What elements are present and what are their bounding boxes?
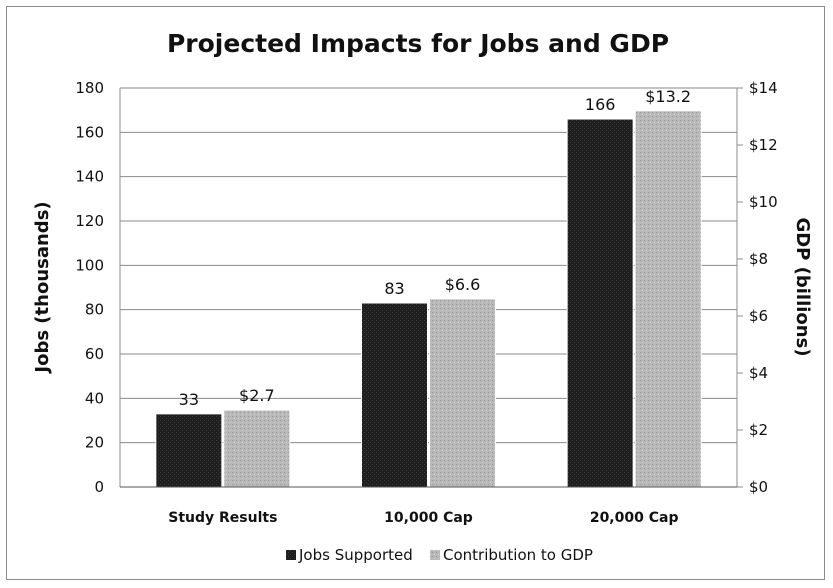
data-labels: 33 $2.7 83 $6.6 166 $13.2 bbox=[179, 87, 691, 409]
bar-jobs-supported bbox=[155, 413, 223, 488]
bars bbox=[155, 110, 702, 488]
y-tick-right: $8 bbox=[749, 250, 768, 268]
bar-jobs-supported bbox=[566, 118, 634, 488]
y-tick-right: $6 bbox=[749, 307, 768, 325]
legend-swatch-gdp bbox=[430, 550, 440, 560]
chart-title: Projected Impacts for Jobs and GDP bbox=[167, 29, 669, 58]
data-label: $13.2 bbox=[645, 87, 691, 106]
y-tick-right: $12 bbox=[749, 136, 778, 154]
y-tick-left: 80 bbox=[85, 301, 104, 319]
data-label: $2.7 bbox=[239, 386, 275, 405]
category-label: Study Results bbox=[168, 510, 277, 526]
y-tick-left: 180 bbox=[75, 79, 104, 97]
y-tick-right: $10 bbox=[749, 193, 778, 211]
legend: Jobs Supported Contribution to GDP bbox=[286, 546, 593, 564]
bar-contribution-gdp bbox=[223, 409, 291, 488]
category-label: 10,000 Cap bbox=[384, 510, 473, 526]
y-tick-left: 140 bbox=[75, 168, 104, 186]
data-label: 166 bbox=[585, 95, 616, 114]
y-tick-right: $4 bbox=[749, 364, 768, 382]
y-tick-left: 60 bbox=[85, 345, 104, 363]
bar-contribution-gdp bbox=[429, 298, 496, 488]
data-label: 33 bbox=[179, 390, 199, 409]
y-tick-right: $14 bbox=[749, 79, 778, 97]
y-tick-left: 160 bbox=[75, 123, 104, 141]
y-tick-right: $2 bbox=[749, 421, 768, 439]
bar-jobs-supported bbox=[361, 302, 428, 488]
bar-contribution-gdp bbox=[634, 110, 702, 488]
data-label: $6.6 bbox=[445, 275, 481, 294]
y-tick-right: $0 bbox=[749, 478, 768, 496]
y-tick-left: 120 bbox=[75, 212, 104, 230]
data-label: 83 bbox=[384, 279, 404, 298]
y-axis-right-label: GDP (billions) bbox=[792, 217, 813, 356]
y-tick-left: 0 bbox=[94, 478, 104, 496]
left-axis-ticks: 0 20 40 60 80 100 120 140 160 180 bbox=[75, 79, 104, 496]
y-tick-left: 40 bbox=[85, 389, 104, 407]
right-axis-ticks: $0 $2 $4 $6 $8 $10 $12 $14 bbox=[737, 79, 778, 496]
y-tick-left: 20 bbox=[85, 434, 104, 452]
legend-label-gdp: Contribution to GDP bbox=[443, 546, 593, 564]
category-labels: Study Results 10,000 Cap 20,000 Cap bbox=[168, 510, 678, 526]
gridlines bbox=[120, 87, 737, 444]
y-axis-left-label: Jobs (thousands) bbox=[32, 201, 53, 374]
legend-label-jobs: Jobs Supported bbox=[298, 546, 413, 564]
y-tick-left: 100 bbox=[75, 256, 104, 274]
category-label: 20,000 Cap bbox=[590, 510, 679, 526]
legend-swatch-jobs bbox=[286, 550, 296, 560]
